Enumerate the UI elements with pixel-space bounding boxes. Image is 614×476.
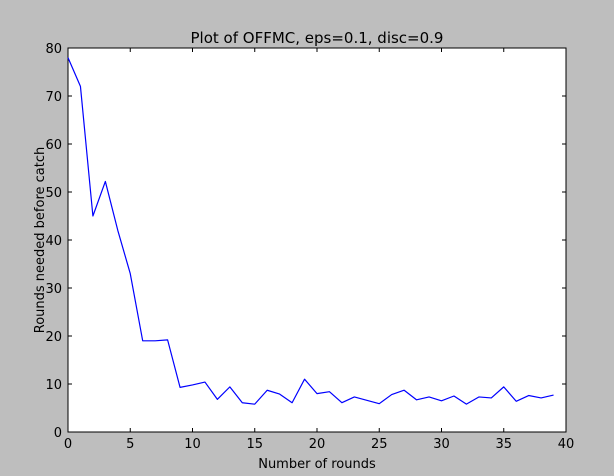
chart-title: Plot of OFFMC, eps=0.1, disc=0.9	[191, 29, 444, 47]
y-tick-label: 0	[54, 426, 62, 441]
x-tick-label: 20	[309, 437, 326, 452]
y-tick-label: 10	[45, 378, 62, 393]
y-tick-label: 70	[45, 90, 62, 105]
y-tick-label: 20	[45, 330, 62, 345]
y-tick-label: 30	[45, 282, 62, 297]
x-tick-label: 15	[246, 437, 263, 452]
y-axis-ticks: 0 10 20 30 40 50 60 70 80	[45, 42, 566, 441]
y-axis-label: Rounds needed before catch	[33, 147, 48, 333]
x-tick-label: 30	[433, 437, 450, 452]
x-tick-label: 0	[64, 437, 72, 452]
y-tick-label: 50	[45, 186, 62, 201]
x-tick-label: 5	[126, 437, 134, 452]
x-tick-label: 25	[371, 437, 388, 452]
x-tick-label: 10	[184, 437, 201, 452]
y-tick-label: 40	[45, 234, 62, 249]
series-line	[67, 57, 554, 405]
x-axis-label: Number of rounds	[258, 457, 376, 472]
y-tick-label: 80	[45, 42, 62, 57]
plot-area	[67, 47, 567, 433]
x-tick-label: 40	[558, 437, 575, 452]
x-axis-ticks: 0 5 10 15 20 25 30 35 40	[64, 48, 574, 452]
y-tick-label: 60	[45, 138, 62, 153]
x-tick-label: 35	[495, 437, 512, 452]
series-group	[67, 57, 554, 405]
